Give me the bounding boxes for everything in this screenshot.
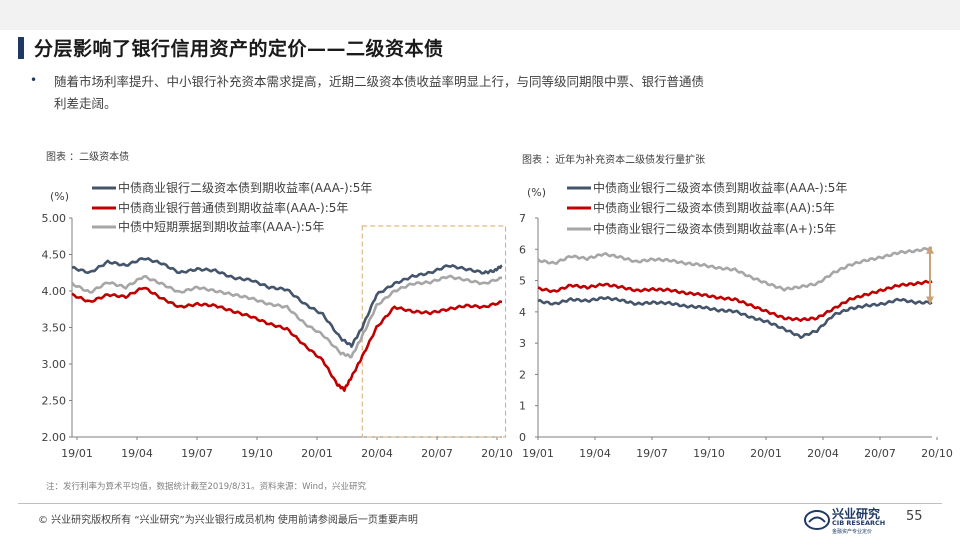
y-tick-label: 2.00: [42, 431, 67, 444]
y-tick-label: 3.50: [42, 322, 67, 335]
logo-emblem-icon: [804, 510, 830, 530]
right-figure-title: 图表 ：近年为补充资本二级债发行量扩张: [522, 155, 706, 166]
x-tick-label: 19/10: [693, 447, 725, 460]
series-line-navy: [537, 295, 933, 340]
x-tick-label: 20/07: [421, 447, 453, 460]
series-line-red: [537, 279, 933, 323]
series-line-gray: [537, 246, 933, 292]
cib-research-logo: 兴业研究 CIB RESEARCH 金融资产专业定价: [804, 505, 896, 535]
y-tick-label: 2.50: [42, 395, 67, 408]
y-tick-label: 5: [519, 275, 526, 288]
page-title: 分层影响了银行信用资产的定价——二级资本债: [34, 38, 444, 60]
footer-copyright: © 兴业研究版权所有 “兴业研究”为兴业银行成员机构 使用前请参阅最后一页重要声…: [38, 515, 418, 526]
x-tick-label: 19/07: [181, 447, 213, 460]
logo-sub-text: CIB RESEARCH: [832, 519, 886, 527]
x-tick-label: 19/04: [121, 447, 153, 460]
page-number: 55: [906, 509, 923, 524]
y-tick-label: 6: [519, 243, 526, 256]
x-tick-label: 19/04: [579, 447, 611, 460]
legend-label-gray: 中债中短期票据到期收益率(AAA-):5年: [118, 219, 324, 234]
y-tick-label: 7: [519, 212, 526, 225]
x-tick-label: 20/04: [807, 447, 839, 460]
series-line-navy: [71, 257, 503, 348]
y-tick-label: 3.00: [42, 358, 67, 371]
spread-arrow-head-up: [926, 245, 934, 254]
legend-label-gray: 中债商业银行二级资本债到期收益率(A+):5年: [593, 221, 836, 236]
title-row: 分层影响了银行信用资产的定价——二级资本债: [18, 34, 444, 61]
y-tick-label: 4.50: [42, 249, 67, 262]
spread-arrow-head-down: [926, 296, 934, 305]
title-accent-bar: [18, 36, 24, 59]
x-tick-label: 19/07: [636, 447, 668, 460]
y-tick-label: 0: [519, 431, 526, 444]
bullet-text: 随着市场利率提升、中小银行补充资本需求提高，近期二级资本债收益率明显上行，与同等…: [54, 74, 705, 111]
bullet-dot-icon: •: [30, 73, 38, 87]
y-unit-label: (%): [527, 186, 546, 199]
x-tick-label: 20/07: [864, 447, 896, 460]
x-tick-label: 19/01: [61, 447, 93, 460]
y-tick-label: 4.00: [42, 285, 67, 298]
bullet-paragraph: • 随着市场利率提升、中小银行补充资本需求提高，近期二级资本债收益率明显上行，与…: [30, 71, 710, 115]
y-unit-label: (%): [50, 190, 69, 203]
x-tick-label: 20/01: [301, 447, 333, 460]
y-tick-label: 4: [519, 306, 526, 319]
logo-main-text: 兴业研究: [832, 507, 881, 521]
x-tick-label: 20/01: [750, 447, 782, 460]
left-figure-title: 图表 ：二级资本债: [46, 152, 130, 163]
logo-tag-text: 金融资产专业定价: [832, 529, 873, 535]
footer-divider: [18, 503, 942, 504]
y-tick-label: 3: [519, 337, 526, 350]
series-line-red: [71, 286, 503, 392]
x-tick-label: 19/10: [241, 447, 273, 460]
x-tick-label: 20/10: [481, 447, 513, 460]
x-tick-label: 20/10: [921, 447, 953, 460]
legend-label-red: 中债商业银行二级资本债到期收益率(AA):5年: [593, 200, 835, 215]
legend-label-red: 中债商业银行普通债到期收益率(AAA-):5年: [118, 200, 348, 215]
x-tick-label: 19/01: [522, 447, 554, 460]
y-tick-label: 1: [519, 400, 526, 413]
top-bar: [0, 0, 960, 30]
legend-label-navy: 中债商业银行二级资本债到期收益率(AAA-):5年: [118, 180, 372, 195]
source-note: 注：发行利率为算术平均值，数据统计截至2019/8/31。资料来源：Wind，兴…: [46, 482, 366, 492]
legend-label-navy: 中债商业银行二级资本债到期收益率(AAA-):5年: [593, 180, 847, 195]
y-tick-label: 5.00: [42, 212, 67, 225]
series-line-gray: [70, 274, 503, 359]
y-tick-label: 2: [519, 368, 526, 381]
highlight-box: [361, 225, 507, 438]
x-tick-label: 20/04: [361, 447, 393, 460]
